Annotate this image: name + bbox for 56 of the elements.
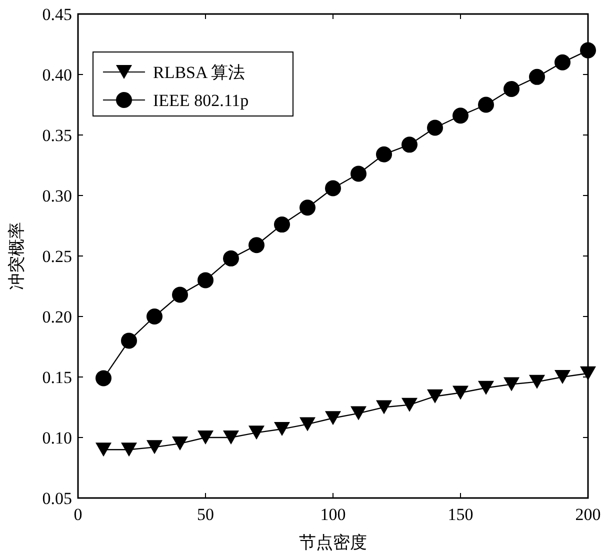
point [478,96,494,113]
legend-label: IEEE 802.11p [153,91,249,110]
x-axis-title: 节点密度 [299,533,367,552]
point [223,430,239,444]
point [452,108,468,124]
point [376,400,392,414]
point [402,136,418,153]
x-tick-label: 50 [197,505,214,524]
point [350,166,366,182]
point [554,54,570,70]
point [121,442,137,457]
point [146,440,162,454]
point [274,422,290,436]
point [452,386,468,400]
point [350,406,366,420]
y-tick-label: 0.30 [42,186,72,206]
point [325,180,341,196]
x-tick-label: 150 [448,505,474,524]
point [300,200,316,216]
y-tick-label: 0.10 [42,428,72,448]
point [402,398,418,412]
point [478,380,494,395]
x-tick-label: 0 [74,505,82,524]
point [325,411,341,426]
point [529,374,545,389]
point [376,146,392,162]
y-axis-title: 冲突概率 [7,222,26,290]
y-tick-label: 0.35 [42,126,72,145]
y-tick-label: 0.45 [42,5,72,24]
y-tick-label: 0.40 [42,66,72,84]
point [248,237,264,254]
point [198,430,214,444]
y-tick-label: 0.25 [42,247,72,266]
legend-label: RLBSA 算法 [153,63,246,82]
point [96,370,112,386]
point [146,308,162,324]
point [504,377,520,392]
point [427,389,443,404]
point [172,286,188,303]
x-tick-label: 200 [575,505,601,524]
point [274,216,290,233]
point [172,436,188,451]
point [248,426,264,440]
point [300,417,316,432]
x-tick-label: 100 [320,505,346,524]
point [529,68,545,85]
point [121,332,137,349]
point [223,250,239,266]
point [198,272,214,288]
point [504,81,520,98]
y-tick-label: 0.20 [42,308,72,326]
y-tick-label: 0.05 [42,489,72,508]
y-tick-label: 0.15 [42,368,72,387]
point [554,370,570,384]
point [96,442,112,457]
point [427,120,443,136]
